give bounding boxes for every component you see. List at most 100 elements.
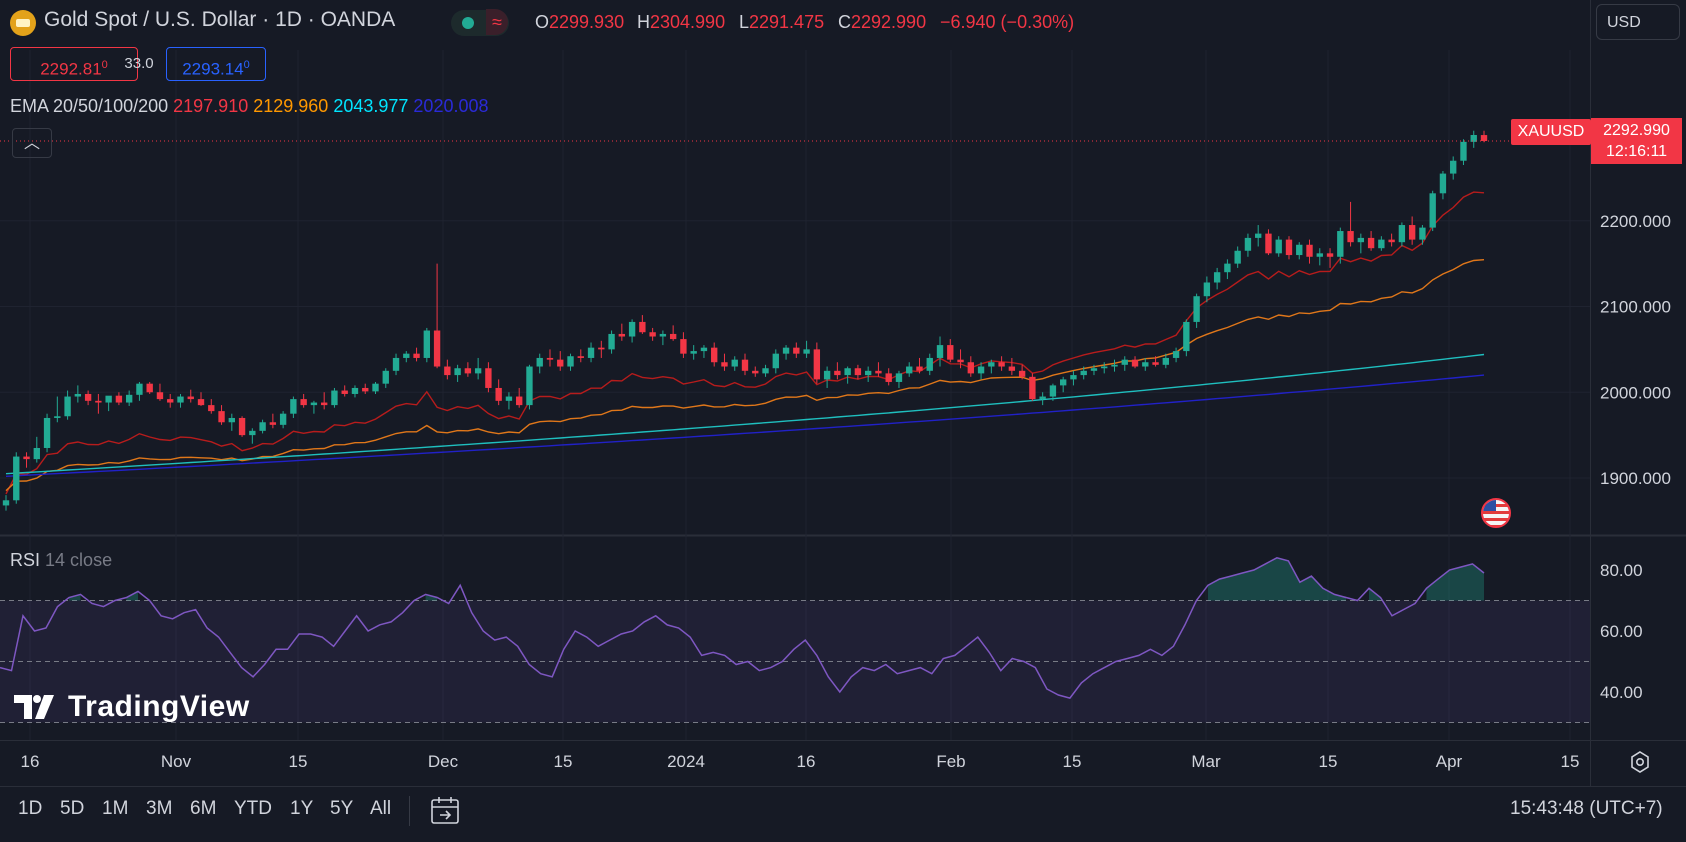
candle-body: [95, 400, 102, 403]
candle-body: [1039, 396, 1046, 400]
candle-body: [54, 416, 61, 418]
candle-body: [1080, 370, 1087, 376]
timezone-clock[interactable]: 15:43:48 (UTC+7): [1510, 798, 1663, 819]
candle-body: [485, 368, 492, 388]
ohlc-high: H2304.990: [637, 12, 726, 32]
candle-body: [1152, 362, 1159, 365]
candle-body: [875, 370, 882, 374]
candle-body: [762, 368, 769, 374]
settings-icon[interactable]: [1628, 750, 1652, 774]
candle-body: [516, 396, 523, 406]
candle-body: [1018, 370, 1026, 377]
candle-body: [259, 422, 266, 431]
candle-body: [536, 357, 543, 367]
candle-body: [1224, 263, 1231, 273]
candle-body: [1429, 193, 1436, 228]
candle-body: [700, 347, 708, 352]
sell-button[interactable]: 2292.810: [10, 47, 138, 81]
x-tick-label: Feb: [936, 752, 965, 771]
calendar-goto-icon[interactable]: [430, 796, 462, 826]
candle-body: [341, 390, 348, 394]
candle-body: [1111, 364, 1118, 367]
range-button-1y[interactable]: 1Y: [290, 798, 314, 819]
candle-body: [1070, 375, 1077, 380]
candle-body: [1265, 233, 1272, 254]
ema-legend[interactable]: EMA 20/50/100/200 2197.910 2129.960 2043…: [10, 96, 489, 117]
candle-body: [1234, 250, 1241, 264]
range-button-3m[interactable]: 3M: [146, 798, 173, 819]
price-change: −6.940 (−0.30%): [940, 12, 1075, 32]
range-button-6m[interactable]: 6M: [190, 798, 217, 819]
y-tick-label: 2100.000: [1600, 298, 1671, 317]
candle-body: [752, 370, 759, 374]
y-tick-label: 1900.000: [1600, 469, 1671, 488]
candle-body: [13, 456, 20, 501]
candle-body: [906, 366, 913, 374]
candle-body: [290, 399, 297, 414]
candle-body: [1357, 237, 1365, 243]
rsi-legend-params: 14 close: [45, 550, 113, 570]
buy-button[interactable]: 2293.140: [166, 47, 266, 81]
x-tick-label: 15: [1319, 752, 1338, 771]
range-button-ytd[interactable]: YTD: [234, 798, 272, 819]
collapse-legend-button[interactable]: ︿: [12, 128, 52, 158]
candle-body: [1398, 225, 1406, 243]
candle-body: [125, 394, 133, 403]
range-button-1d[interactable]: 1D: [18, 798, 43, 819]
range-button-1m[interactable]: 1M: [102, 798, 129, 819]
x-tick-label: 15: [1561, 752, 1580, 771]
candle-body: [1439, 173, 1447, 194]
rsi-legend[interactable]: RSI 14 close: [10, 550, 112, 571]
x-tick-label: Apr: [1436, 752, 1463, 771]
currency-select[interactable]: USD: [1596, 4, 1680, 40]
candle-body: [649, 332, 656, 337]
candle-body: [74, 393, 82, 397]
candle-body: [782, 347, 790, 354]
ema-20-value: 2197.910: [173, 96, 249, 116]
candle-body: [587, 347, 595, 358]
candle-body: [834, 370, 841, 376]
range-button-all[interactable]: All: [370, 798, 392, 819]
ohlc-low: L2291.475: [739, 12, 825, 32]
candle-body: [331, 390, 338, 406]
x-tick-label: 15: [289, 752, 308, 771]
candle-body: [854, 368, 862, 376]
candle-body: [105, 395, 112, 403]
candle-body: [926, 357, 933, 371]
candle-body: [844, 368, 851, 376]
candle-body: [1285, 239, 1293, 256]
ema-100-value: 2043.977: [333, 96, 409, 116]
symbol-title[interactable]: Gold Spot / U.S. Dollar · 1D · OANDA: [44, 8, 396, 31]
candle-body: [659, 333, 667, 337]
candle-body: [146, 383, 153, 393]
candle-body: [885, 373, 892, 382]
candle-body: [64, 396, 71, 417]
candle-body: [988, 362, 995, 367]
tradingview-wordmark: TradingView: [68, 690, 250, 723]
range-button-5y[interactable]: 5Y: [330, 798, 354, 819]
x-tick-label: Nov: [161, 752, 192, 771]
volatility-icon: ≈: [486, 9, 508, 35]
candle-body: [1388, 239, 1395, 243]
candle-body: [84, 393, 92, 401]
candle-body: [1008, 366, 1016, 371]
candle-body: [300, 399, 307, 406]
candle-body: [208, 405, 215, 412]
toolbar-divider: [409, 796, 410, 826]
range-button-5d[interactable]: 5D: [60, 798, 85, 819]
candle-body: [639, 321, 646, 333]
rsi-y-tick-label: 60.00: [1600, 622, 1643, 641]
us-flag-icon[interactable]: [1481, 498, 1511, 528]
candle-body: [187, 396, 194, 400]
x-tick-label: 16: [21, 752, 40, 771]
candle-body: [1367, 237, 1375, 249]
candle-body: [628, 321, 636, 337]
rsi-overbought-fill: [1207, 557, 1346, 601]
candle-body: [1316, 253, 1323, 257]
candle-body: [803, 349, 810, 354]
ema-50-value: 2129.960: [253, 96, 329, 116]
candle-body: [967, 362, 974, 374]
x-tick-label: Dec: [428, 752, 459, 771]
candle-body: [43, 417, 51, 448]
